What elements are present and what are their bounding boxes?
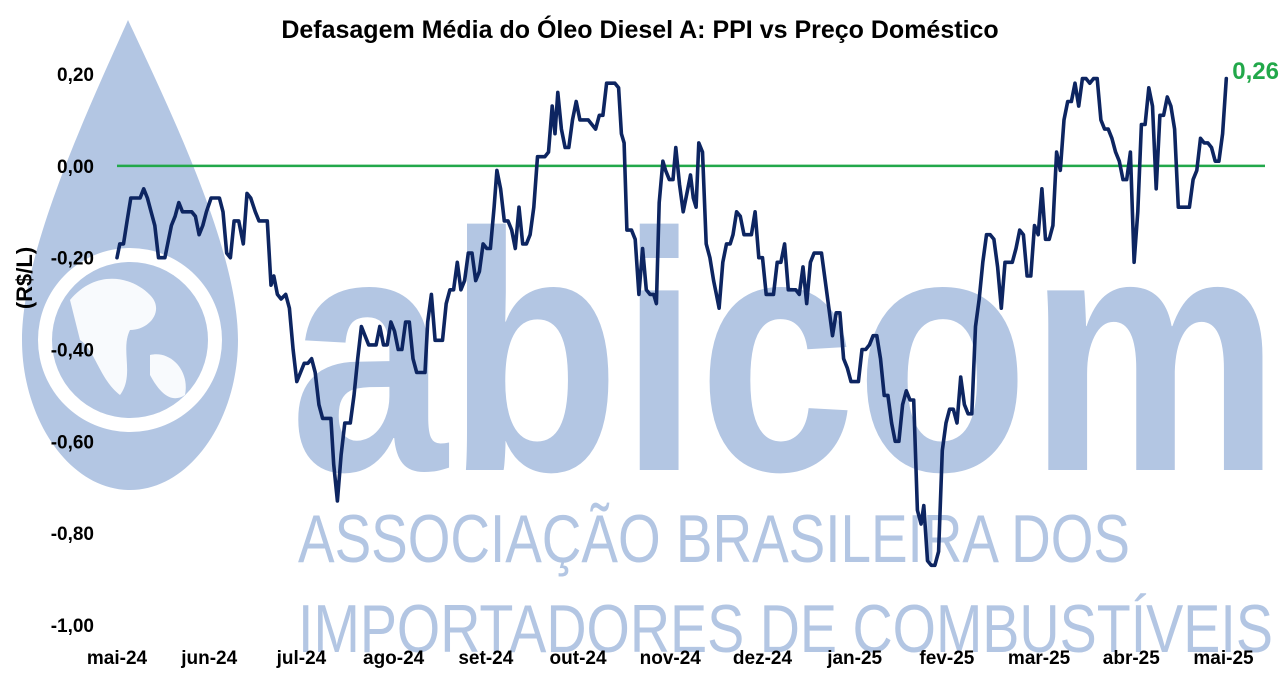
y-axis-ticks: 0,20 0,00 -0,20 -0,40 -0,60 -0,80 -1,00 [51,65,94,637]
y-axis-label: (R$/L) [12,247,37,309]
x-tick-label: jun-24 [180,648,237,669]
chart-title: Defasagem Média do Óleo Diesel A: PPI vs… [281,14,998,44]
y-tick-label: 0,20 [57,65,94,86]
x-tick-label: set-24 [458,648,513,669]
series-line [115,76,1229,568]
y-tick-label: -1,00 [51,616,94,637]
y-tick-label: -0,20 [51,249,94,270]
y-tick-label: -0,40 [51,341,94,362]
watermark-logo: abicom [290,163,1280,543]
last-value-annotation: 0,26 [1232,58,1279,85]
x-tick-label: mar-25 [1008,648,1071,669]
x-tick-label: fev-25 [919,648,974,669]
x-axis-ticks: mai-24 jun-24 jul-24 ago-24 set-24 out-24 nov-… [87,648,1254,669]
x-tick-label: ago-24 [363,648,425,669]
y-tick-label: -0,60 [51,432,94,453]
x-tick-label: out-24 [550,648,607,669]
watermark-drop-globe-icon [22,20,238,490]
x-tick-label: mai-24 [87,648,148,669]
y-tick-label: 0,00 [57,157,94,178]
x-tick-label: abr-25 [1103,648,1160,669]
x-tick-label: jul-24 [276,648,327,669]
x-tick-label: mai-25 [1193,648,1254,669]
x-tick-label: jan-25 [826,648,882,669]
watermark-line-1: ASSOCIAÇÃO BRASILEIRA DOS [298,501,1130,577]
annotation-layer: 0,26 [1232,58,1279,85]
x-tick-label: dez-24 [733,648,793,669]
x-tick-label: nov-24 [640,648,702,669]
y-tick-label: -0,80 [51,524,94,545]
abicom-watermark: abicom ASSOCIAÇÃO BRASILEIRA DOS IMPORTA… [22,20,1280,667]
watermark-line-2: IMPORTADORES DE COMBUSTÍVEIS [298,591,1273,667]
series-layer [115,76,1229,568]
